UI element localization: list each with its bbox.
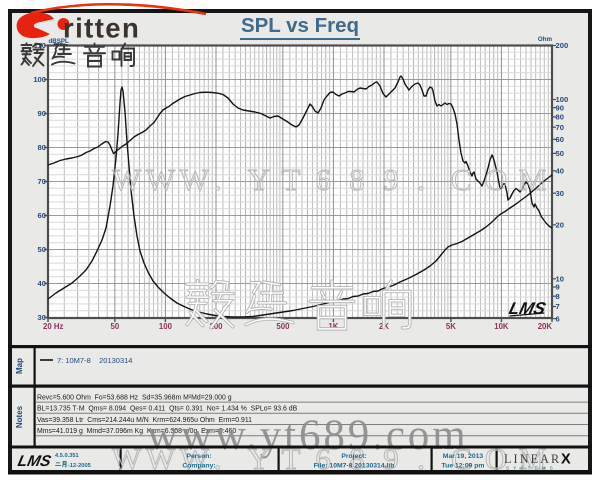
svg-text:10K: 10K <box>494 322 509 331</box>
svg-text:LINEAR: LINEAR <box>504 452 561 466</box>
svg-text:LMS: LMS <box>16 453 53 470</box>
svg-text:8: 8 <box>349 162 365 197</box>
svg-text:50: 50 <box>111 322 120 331</box>
svg-text:6: 6 <box>315 441 331 476</box>
svg-text:dBSPL: dBSPL <box>49 38 70 45</box>
svg-text:30: 30 <box>556 189 564 198</box>
svg-text:1K: 1K <box>328 322 338 331</box>
svg-text:200: 200 <box>209 322 223 331</box>
svg-text:50: 50 <box>556 149 564 158</box>
svg-text:20: 20 <box>556 221 564 230</box>
svg-text:T: T <box>282 441 301 476</box>
svg-text:Y: Y <box>248 441 270 476</box>
svg-text:100: 100 <box>33 75 46 84</box>
svg-text:9: 9 <box>383 162 399 197</box>
svg-text:40: 40 <box>556 167 564 176</box>
svg-text:Mms=41.019 g Mmd=37.096m Kg: Mms=41.019 g Mmd=37.096m Kg Kxm=6.308 u/… <box>37 428 236 435</box>
svg-text:200: 200 <box>556 41 569 50</box>
svg-text:O: O <box>485 441 507 476</box>
svg-text:60: 60 <box>38 211 46 220</box>
svg-text:W: W <box>146 441 176 476</box>
svg-text:ritten: ritten <box>63 13 140 44</box>
svg-text:20 Hz: 20 Hz <box>43 322 63 331</box>
svg-text:M: M <box>519 441 547 476</box>
svg-text:90: 90 <box>556 103 564 112</box>
svg-text:Map: Map <box>15 358 24 374</box>
svg-text:Company:: Company: <box>182 463 215 470</box>
svg-text:80: 80 <box>38 143 46 152</box>
svg-text:X: X <box>561 452 571 468</box>
svg-text:.: . <box>214 162 222 197</box>
svg-text:7: 10M7-8 20130314: 7: 10M7-8 20130314 <box>57 356 132 365</box>
svg-text:40: 40 <box>38 279 46 288</box>
svg-text:Vas=39.358 Ltr Cms=214.244u M: Vas=39.358 Ltr Cms=214.244u M/N Krm=624.… <box>37 417 252 424</box>
svg-text:Tue 12:09 pm: Tue 12:09 pm <box>442 463 485 470</box>
svg-text:Y: Y <box>248 162 270 197</box>
svg-text:60: 60 <box>556 135 564 144</box>
svg-text:9: 9 <box>556 283 560 292</box>
svg-text:7: 7 <box>556 302 560 311</box>
svg-text:T: T <box>282 162 301 197</box>
svg-text:50: 50 <box>38 245 46 254</box>
svg-text:9: 9 <box>383 441 399 476</box>
svg-text:Project:: Project: <box>341 453 366 460</box>
svg-text:70: 70 <box>38 177 46 186</box>
svg-text:O: O <box>485 162 507 197</box>
svg-text:70: 70 <box>556 123 564 132</box>
svg-text:C: C <box>451 441 472 476</box>
svg-text:Notes: Notes <box>15 405 24 428</box>
svg-text:W: W <box>180 441 210 476</box>
svg-text:100: 100 <box>556 95 569 104</box>
svg-text:Person:: Person: <box>186 453 211 460</box>
svg-text:W: W <box>180 162 210 197</box>
svg-text:Mar 19, 2013: Mar 19, 2013 <box>443 453 484 460</box>
svg-text:4.5.0.351: 4.5.0.351 <box>55 453 79 459</box>
svg-text:C: C <box>451 162 472 197</box>
svg-text:6: 6 <box>315 162 331 197</box>
svg-text:File: 10M7-8 20130314.lib: File: 10M7-8 20130314.lib <box>314 463 395 470</box>
svg-text:-12-2005: -12-2005 <box>68 463 91 469</box>
svg-text:BL=13.735 T·M Qms= 8.094 Qes: BL=13.735 T·M Qms= 8.094 Qes= 0.411 Qts=… <box>37 406 298 413</box>
svg-text:W: W <box>146 162 176 197</box>
svg-text:www.yt689.com: www.yt689.com <box>147 412 469 459</box>
svg-text:30: 30 <box>38 313 46 322</box>
svg-text:W: W <box>112 441 142 476</box>
svg-text:8: 8 <box>349 441 365 476</box>
svg-text:Ohm: Ohm <box>538 36 553 43</box>
svg-text:W: W <box>112 162 142 197</box>
svg-text:20K: 20K <box>538 322 553 331</box>
svg-text:90: 90 <box>38 109 46 118</box>
svg-text:M: M <box>519 162 547 197</box>
svg-text:6: 6 <box>556 314 560 323</box>
svg-text:.: . <box>417 441 425 476</box>
svg-text:Revc=5.600 Ohm Fo=53.688 Hz: Revc=5.600 Ohm Fo=53.688 Hz Sd=35.968m M… <box>37 395 232 402</box>
svg-text:80: 80 <box>556 113 564 122</box>
svg-text:100: 100 <box>159 322 173 331</box>
svg-text:5K: 5K <box>446 322 456 331</box>
svg-text:10: 10 <box>556 275 564 284</box>
svg-text:.: . <box>214 441 222 476</box>
svg-text:500: 500 <box>276 322 290 331</box>
svg-text:SYSTEMS: SYSTEMS <box>506 466 557 471</box>
svg-text:.: . <box>417 162 425 197</box>
svg-text:8: 8 <box>556 292 560 301</box>
